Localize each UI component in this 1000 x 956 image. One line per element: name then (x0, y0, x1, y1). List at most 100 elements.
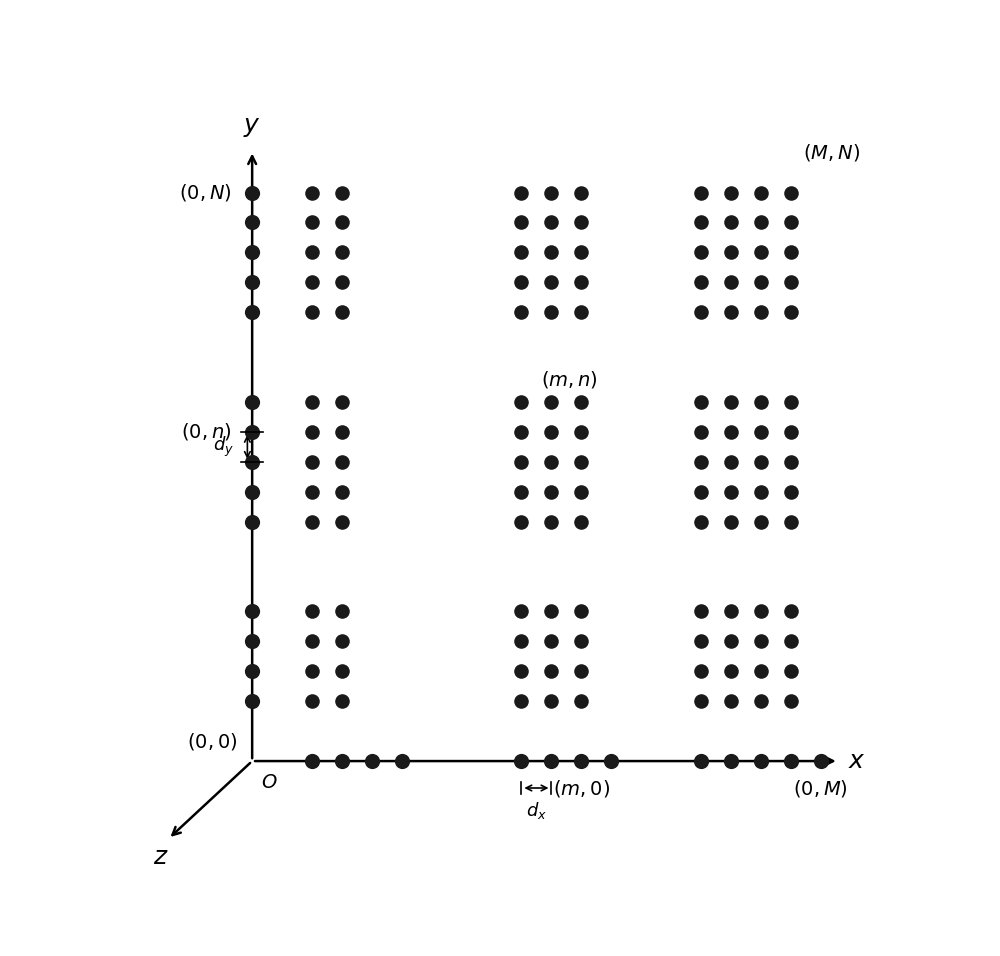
Point (543, 274, 559, 290)
Point (573, 185, 589, 200)
Point (573, 305, 589, 320)
Point (543, 514, 559, 530)
Point (753, 693, 769, 708)
Point (304, 634, 320, 649)
Point (304, 245, 320, 260)
Point (693, 514, 709, 530)
Point (753, 305, 769, 320)
Point (543, 484, 559, 499)
Point (543, 394, 559, 409)
Point (364, 753, 380, 769)
Point (513, 245, 529, 260)
Point (723, 634, 739, 649)
Point (543, 634, 559, 649)
Point (244, 215, 260, 230)
Point (513, 753, 529, 769)
Point (244, 663, 260, 679)
Point (693, 305, 709, 320)
Point (723, 274, 739, 290)
Point (753, 753, 769, 769)
Point (513, 185, 529, 200)
Point (244, 274, 260, 290)
Point (693, 693, 709, 708)
Point (334, 274, 350, 290)
Point (334, 663, 350, 679)
Point (693, 663, 709, 679)
Point (573, 245, 589, 260)
Point (244, 424, 260, 440)
Point (783, 185, 799, 200)
Point (783, 305, 799, 320)
Point (244, 394, 260, 409)
Point (304, 484, 320, 499)
Point (753, 604, 769, 619)
Point (334, 484, 350, 499)
Point (543, 424, 559, 440)
Point (573, 215, 589, 230)
Point (304, 663, 320, 679)
Point (304, 215, 320, 230)
Point (244, 484, 260, 499)
Point (723, 604, 739, 619)
Point (753, 424, 769, 440)
Point (543, 604, 559, 619)
Point (543, 245, 559, 260)
Point (573, 634, 589, 649)
Point (334, 753, 350, 769)
Point (783, 245, 799, 260)
Point (753, 274, 769, 290)
Point (513, 454, 529, 469)
Point (334, 424, 350, 440)
Point (513, 604, 529, 619)
Point (244, 454, 260, 469)
Point (513, 634, 529, 649)
Point (753, 245, 769, 260)
Point (693, 245, 709, 260)
Point (723, 394, 739, 409)
Point (573, 753, 589, 769)
Point (753, 634, 769, 649)
Point (783, 394, 799, 409)
Point (543, 185, 559, 200)
Point (513, 663, 529, 679)
Point (573, 484, 589, 499)
Point (753, 185, 769, 200)
Point (753, 454, 769, 469)
Point (693, 484, 709, 499)
Point (513, 514, 529, 530)
Text: $d_x$: $d_x$ (526, 800, 547, 821)
Point (334, 394, 350, 409)
Point (753, 394, 769, 409)
Point (723, 215, 739, 230)
Point (304, 274, 320, 290)
Point (693, 604, 709, 619)
Point (543, 454, 559, 469)
Point (304, 424, 320, 440)
Point (783, 514, 799, 530)
Point (573, 693, 589, 708)
Point (513, 424, 529, 440)
Point (693, 634, 709, 649)
Point (723, 424, 739, 440)
Text: $(m,n)$: $(m,n)$ (541, 369, 598, 390)
Point (753, 514, 769, 530)
Point (573, 454, 589, 469)
Point (573, 604, 589, 619)
Point (334, 514, 350, 530)
Point (693, 185, 709, 200)
Point (723, 305, 739, 320)
Point (693, 753, 709, 769)
Point (334, 693, 350, 708)
Point (304, 394, 320, 409)
Point (573, 663, 589, 679)
Point (244, 185, 260, 200)
Point (304, 514, 320, 530)
Point (543, 215, 559, 230)
Point (244, 604, 260, 619)
Point (783, 604, 799, 619)
Text: $(0,N)$: $(0,N)$ (179, 182, 231, 203)
Point (513, 394, 529, 409)
Point (753, 663, 769, 679)
Point (244, 693, 260, 708)
Point (573, 394, 589, 409)
